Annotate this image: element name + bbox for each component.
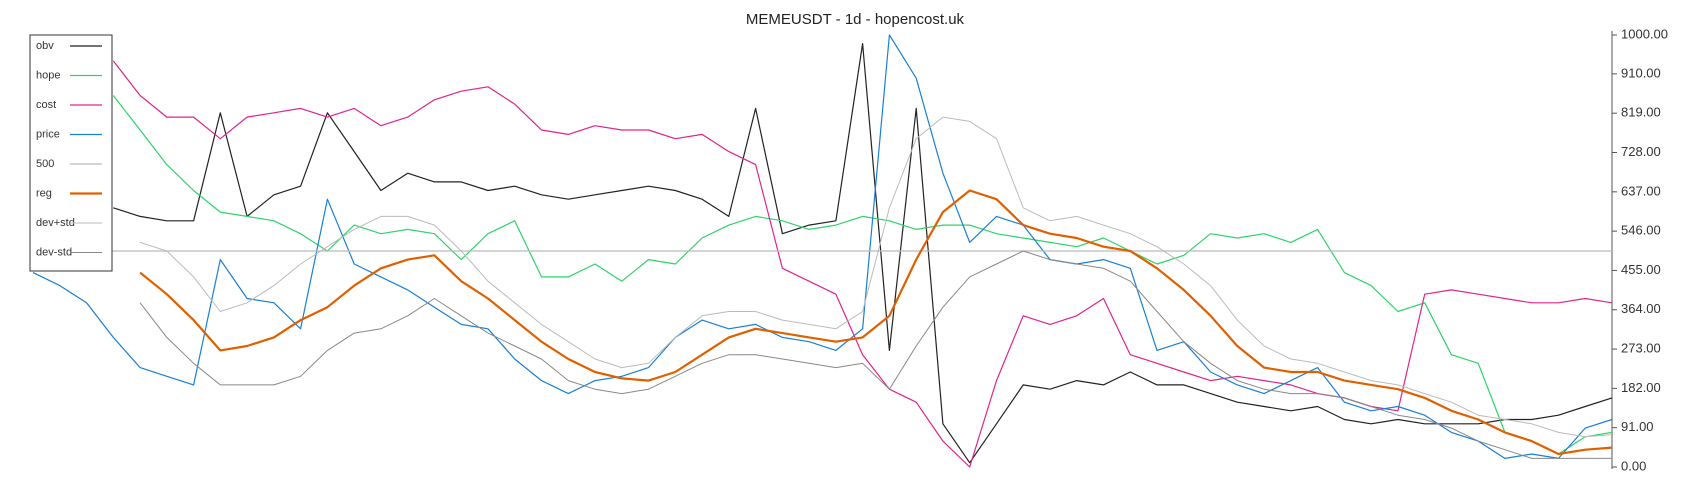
legend-label: price xyxy=(36,128,60,140)
y-tick-label: 728.00 xyxy=(1621,144,1661,159)
chart-title: MEMEUSDT - 1d - hopencost.uk xyxy=(746,11,965,28)
y-tick-label: 1000.00 xyxy=(1621,26,1668,41)
legend: obv hope cost price 500 reg dev+std dev-std xyxy=(29,34,113,272)
y-tick-label: 910.00 xyxy=(1621,65,1661,80)
y-tick-label: 91.00 xyxy=(1621,419,1654,434)
series-line xyxy=(32,34,1613,459)
series-line xyxy=(139,189,1613,456)
legend-label: hope xyxy=(36,69,60,81)
legend-box xyxy=(29,34,113,272)
legend-label: dev+std xyxy=(36,217,75,229)
plot-area: 0.00 91.00 182.00 273.00 364.00 455.00 546.00 6… xyxy=(32,26,1668,473)
legend-label: 500 xyxy=(36,158,54,170)
series-line xyxy=(139,116,1613,438)
series-line xyxy=(113,43,1613,464)
y-tick-label: 364.00 xyxy=(1621,301,1661,316)
y-tick-label: 0.00 xyxy=(1621,458,1646,473)
y-tick-label: 637.00 xyxy=(1621,183,1661,198)
y-tick-label: 546.00 xyxy=(1621,223,1661,238)
y-tick-label: 273.00 xyxy=(1621,341,1661,356)
legend-label: dev-std xyxy=(36,246,72,258)
legend-label: reg xyxy=(36,187,52,199)
legend-label: obv xyxy=(36,40,54,52)
series-line xyxy=(112,95,1613,455)
y-tick-label: 182.00 xyxy=(1621,380,1661,395)
series-line xyxy=(112,60,1613,468)
series-line xyxy=(139,250,1612,459)
y-tick-label: 819.00 xyxy=(1621,105,1661,120)
y-tick-label: 455.00 xyxy=(1621,262,1661,277)
legend-label: cost xyxy=(36,99,56,111)
